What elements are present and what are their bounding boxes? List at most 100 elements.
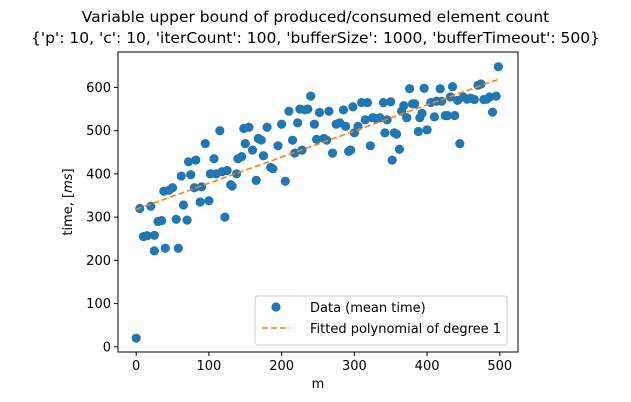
legend-marker-data [271, 302, 281, 312]
data-point-46 [262, 122, 272, 132]
y-axis-label: time, [ms] [61, 168, 76, 235]
data-point-53 [287, 135, 298, 145]
data-point-73 [346, 145, 356, 155]
data-point-8 [157, 215, 167, 226]
data-point-95 [405, 84, 415, 94]
data-point-31 [220, 212, 230, 222]
data-point-27 [209, 154, 219, 164]
data-point-39 [240, 139, 250, 149]
data-point-83 [375, 113, 385, 123]
legend-label-fit: Fitted polynomial of degree 1 [310, 322, 501, 337]
data-point-44 [256, 135, 266, 145]
data-point-18 [183, 157, 194, 167]
x-tick-label-500: 500 [487, 359, 512, 374]
data-point-80 [365, 141, 375, 151]
chart-subtitle: {'p': 10, 'c': 10, 'iterCount': 100, 'bu… [31, 29, 600, 47]
data-point-14 [173, 243, 183, 253]
data-point-60 [306, 91, 316, 101]
data-point-16 [178, 200, 189, 210]
data-point-25 [204, 196, 214, 206]
y-tick-label-100: 100 [86, 297, 111, 312]
legend: Data (mean time) Fitted polynomial of de… [254, 295, 508, 346]
legend-label-data: Data (mean time) [310, 301, 426, 316]
data-point-34 [227, 181, 237, 191]
chart-title: Variable upper bound of produced/consume… [81, 8, 550, 26]
data-point-5 [149, 230, 159, 240]
x-tick-label-100: 100 [196, 359, 221, 374]
x-tick-label-400: 400 [415, 359, 440, 374]
data-point-106 [435, 84, 445, 94]
data-point-125 [491, 91, 501, 101]
y-tick-label-500: 500 [86, 124, 111, 139]
data-point-35 [231, 169, 242, 179]
data-point-79 [362, 97, 373, 108]
data-point-126 [493, 62, 503, 72]
data-point-94 [402, 113, 412, 123]
data-point-62 [311, 134, 322, 144]
data-point-90 [391, 129, 402, 139]
data-point-102 [422, 125, 432, 135]
data-point-21 [191, 155, 201, 165]
data-point-52 [284, 106, 294, 116]
data-point-91 [394, 144, 405, 154]
data-point-84 [378, 97, 389, 108]
data-point-104 [429, 112, 439, 122]
data-point-55 [293, 118, 303, 128]
data-point-98 [413, 126, 423, 137]
x-tick-label-0: 0 [132, 359, 140, 374]
legend-box [254, 295, 508, 346]
data-point-48 [268, 164, 278, 174]
data-point-70 [338, 105, 349, 115]
data-point-71 [341, 121, 351, 131]
data-point-32 [222, 165, 232, 176]
data-point-10 [160, 243, 170, 253]
data-point-13 [171, 214, 181, 224]
data-point-109 [442, 110, 453, 121]
data-point-45 [258, 151, 269, 161]
data-point-49 [273, 141, 283, 151]
data-point-22 [195, 197, 205, 207]
data-point-66 [324, 106, 334, 116]
data-point-111 [447, 81, 458, 92]
data-point-67 [327, 148, 338, 158]
y-axis-label-suffix: ] [61, 168, 76, 173]
y-tick-label-0: 0 [103, 340, 111, 355]
data-point-12 [167, 183, 178, 193]
data-point-87 [386, 97, 396, 107]
y-tick-label-200: 200 [86, 254, 111, 269]
data-point-100 [417, 108, 427, 118]
x-axis-label: m [312, 377, 325, 392]
data-point-3 [142, 231, 152, 241]
data-point-85 [380, 128, 390, 138]
data-point-19 [186, 170, 196, 180]
data-point-51 [280, 176, 290, 186]
data-point-29 [215, 126, 225, 136]
data-point-15 [176, 171, 186, 181]
data-point-0 [131, 333, 141, 343]
data-point-97 [410, 99, 420, 109]
data-point-74 [348, 102, 358, 112]
x-tick-label-200: 200 [269, 359, 294, 374]
y-axis-label-unit: ms [61, 173, 76, 193]
data-point-40 [244, 122, 254, 132]
data-point-17 [182, 215, 192, 225]
data-point-114 [455, 139, 465, 149]
data-point-78 [360, 115, 370, 125]
data-point-112 [450, 110, 460, 121]
data-point-37 [237, 152, 247, 162]
x-tick-label-300: 300 [342, 359, 367, 374]
data-point-88 [387, 155, 397, 165]
data-point-50 [277, 119, 287, 129]
data-point-6 [149, 246, 159, 256]
data-point-59 [303, 104, 313, 114]
data-point-93 [399, 101, 409, 111]
data-point-61 [309, 119, 319, 129]
data-point-101 [419, 83, 429, 93]
data-point-42 [251, 175, 261, 185]
y-tick-label-400: 400 [86, 167, 111, 182]
y-tick-label-600: 600 [86, 81, 111, 96]
data-point-118 [469, 94, 479, 105]
plot-frame [117, 51, 519, 353]
y-axis-label-prefix: time, [ [61, 193, 76, 236]
